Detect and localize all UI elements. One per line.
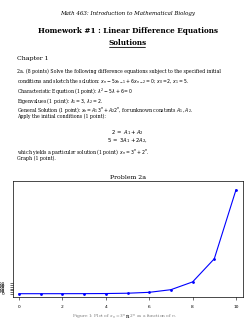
Text: Homework #1 : Linear Difference Equations: Homework #1 : Linear Difference Equation… <box>38 27 218 35</box>
Text: General Solution (1 point): $x_n = A_1 3^n + A_2 2^n$, for unknown constants $A_: General Solution (1 point): $x_n = A_1 3… <box>17 105 194 115</box>
Text: Eigenvalues (1 point): $\lambda_1 = 3$, $\lambda_2 = 2$.: Eigenvalues (1 point): $\lambda_1 = 3$, … <box>17 96 103 106</box>
Text: Apply the initial conditions (1 point):: Apply the initial conditions (1 point): <box>17 114 106 119</box>
Text: Characteristic Equation (1 point): $\lambda^2 - 5\lambda + 6 = 0$: Characteristic Equation (1 point): $\lam… <box>17 87 133 97</box>
Text: which yields a particular solution (1 point): $x_n = 3^n + 2^n$.: which yields a particular solution (1 po… <box>17 147 150 157</box>
Text: Chapter 1: Chapter 1 <box>17 56 49 61</box>
Title: Problem 2a: Problem 2a <box>110 174 146 180</box>
Text: Figure 1: Plot of $x_n = 3^n + 2^n$ as a function of $n$.: Figure 1: Plot of $x_n = 3^n + 2^n$ as a… <box>72 313 178 321</box>
Text: conditions and sketch the solution: $x_n - 5x_{n-1} + 6x_{n-2} = 0$; $x_0 = 2$, : conditions and sketch the solution: $x_n… <box>17 78 190 87</box>
X-axis label: n: n <box>126 314 129 319</box>
Text: 2a. (8 points) Solve the following difference equations subject to the specified: 2a. (8 points) Solve the following diffe… <box>17 68 221 74</box>
Text: $2 \;=\; A_1 + A_2$: $2 \;=\; A_1 + A_2$ <box>111 128 144 137</box>
Text: Graph (1 point).: Graph (1 point). <box>17 156 56 161</box>
Text: Math 463: Introduction to Mathematical Biology: Math 463: Introduction to Mathematical B… <box>60 11 195 16</box>
Text: Solutions: Solutions <box>108 39 146 47</box>
Text: $5 \;=\; 3A_1 + 2A_2$,: $5 \;=\; 3A_1 + 2A_2$, <box>107 137 148 145</box>
